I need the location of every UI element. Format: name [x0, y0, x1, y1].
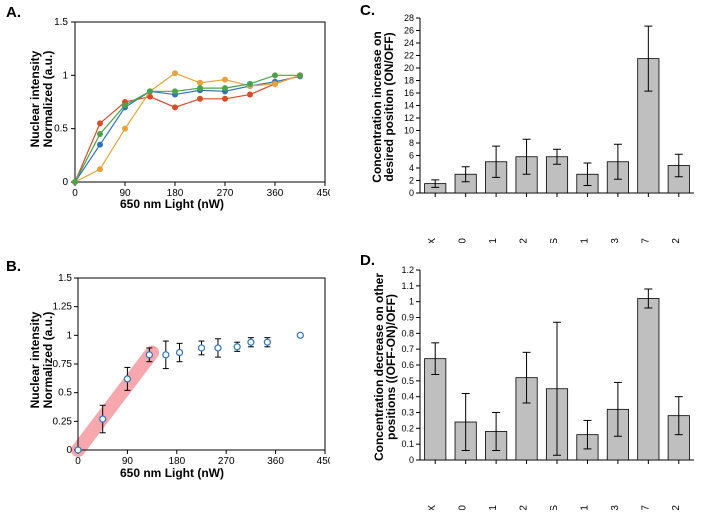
panel-b-ylabel2: Normalized (a.u.): [41, 300, 55, 420]
svg-text:CAAX: CAAX: [427, 238, 438, 243]
svg-text:26: 26: [404, 26, 414, 36]
panel-d-chart: Concentration decrease on other position…: [372, 260, 702, 510]
svg-text:0: 0: [409, 455, 414, 465]
svg-text:450: 450: [317, 456, 330, 467]
panel-c-svg: 0246810121416182022242628CAAXCDC10MYO1HT…: [372, 8, 702, 243]
panel-b-chart: Nuclear intensity Normalized (a.u.) 0 0.2…: [30, 268, 330, 483]
svg-text:28: 28: [404, 13, 414, 23]
svg-text:16: 16: [404, 88, 414, 98]
svg-text:0.8: 0.8: [401, 328, 414, 338]
svg-text:0: 0: [409, 188, 414, 198]
svg-text:0.5: 0.5: [54, 124, 68, 135]
svg-text:10: 10: [404, 126, 414, 136]
svg-text:SNF7: SNF7: [640, 238, 651, 243]
svg-text:0.75: 0.75: [53, 359, 73, 370]
svg-text:20: 20: [404, 63, 414, 73]
svg-text:18: 18: [404, 76, 414, 86]
svg-text:0.6: 0.6: [401, 360, 414, 370]
svg-text:0.25: 0.25: [53, 416, 73, 427]
svg-text:1.5: 1.5: [58, 273, 72, 284]
svg-text:12: 12: [404, 113, 414, 123]
svg-text:0: 0: [72, 188, 78, 199]
svg-text:HTB2: HTB2: [519, 505, 530, 510]
svg-text:NLS: NLS: [549, 238, 560, 243]
panel-b-xlabel: 650 nm Light (nW): [120, 466, 224, 480]
svg-text:0.2: 0.2: [401, 423, 414, 433]
svg-text:8: 8: [409, 138, 414, 148]
panel-b-svg: 00.250.50.7511.251.5090180270360450: [30, 268, 330, 483]
svg-text:2: 2: [409, 176, 414, 186]
svg-text:CDC10: CDC10: [458, 238, 469, 243]
panel-a-ylabel1: Nuclear intensity: [28, 39, 42, 159]
svg-text:0: 0: [66, 445, 72, 456]
svg-text:HTB2: HTB2: [519, 238, 530, 243]
svg-text:1: 1: [62, 70, 68, 81]
svg-text:SIK1: SIK1: [579, 238, 590, 243]
svg-text:1.25: 1.25: [53, 302, 73, 313]
svg-text:0: 0: [75, 456, 81, 467]
svg-text:MYO1: MYO1: [488, 505, 499, 510]
svg-text:0: 0: [62, 177, 68, 188]
svg-text:0.5: 0.5: [401, 376, 414, 386]
svg-text:0.5: 0.5: [58, 388, 72, 399]
panel-b-ylabel1: Nuclear intensity: [28, 300, 42, 420]
svg-text:14: 14: [404, 101, 414, 111]
svg-text:CDC10: CDC10: [458, 505, 469, 510]
svg-text:0.3: 0.3: [401, 408, 414, 418]
svg-text:24: 24: [404, 38, 414, 48]
svg-text:4: 4: [409, 163, 414, 173]
svg-text:0.9: 0.9: [401, 313, 414, 323]
svg-text:360: 360: [267, 188, 284, 199]
panel-b-label: B.: [6, 258, 21, 275]
panel-d-ylabel2: positions ((OFF-ON)/OFF): [384, 272, 398, 462]
panel-a-chart: Nuclear intensity Normalized (a.u.) 0 0.5…: [30, 12, 330, 212]
panel-a-xlabel: 650 nm Light (nW): [120, 197, 224, 211]
panel-c-ylabel2: desired position (ON/OFF): [382, 22, 396, 192]
svg-text:450: 450: [317, 188, 330, 199]
panel-d-svg: 00.10.20.30.40.50.60.70.80.911.11.2CAAXC…: [372, 260, 702, 510]
panel-c-chart: Concentration increase on desired positi…: [372, 8, 702, 243]
svg-text:0.1: 0.1: [401, 439, 414, 449]
svg-text:SNF7: SNF7: [640, 505, 651, 510]
svg-text:SIK1: SIK1: [579, 505, 590, 510]
svg-text:1.5: 1.5: [54, 17, 68, 28]
svg-text:1: 1: [409, 297, 414, 307]
svg-text:SPC72: SPC72: [671, 238, 682, 243]
svg-text:0.4: 0.4: [401, 392, 414, 402]
svg-text:MYO1: MYO1: [488, 238, 499, 243]
panel-a-svg: 00.511.5090180270360450: [30, 12, 330, 212]
svg-text:360: 360: [267, 456, 284, 467]
svg-text:PEX3: PEX3: [610, 238, 621, 243]
svg-text:SPC72: SPC72: [671, 505, 682, 510]
svg-text:1: 1: [66, 330, 72, 341]
svg-text:6: 6: [409, 151, 414, 161]
svg-text:1.2: 1.2: [401, 265, 414, 275]
svg-text:NLS: NLS: [549, 505, 560, 510]
panel-a-label: A.: [6, 4, 21, 21]
panel-a-ylabel2: Normalized (a.u.): [41, 39, 55, 159]
svg-text:22: 22: [404, 51, 414, 61]
svg-text:PEX3: PEX3: [610, 505, 621, 510]
svg-text:CAAX: CAAX: [427, 505, 438, 510]
svg-text:1.1: 1.1: [401, 281, 414, 291]
svg-text:0.7: 0.7: [401, 344, 414, 354]
